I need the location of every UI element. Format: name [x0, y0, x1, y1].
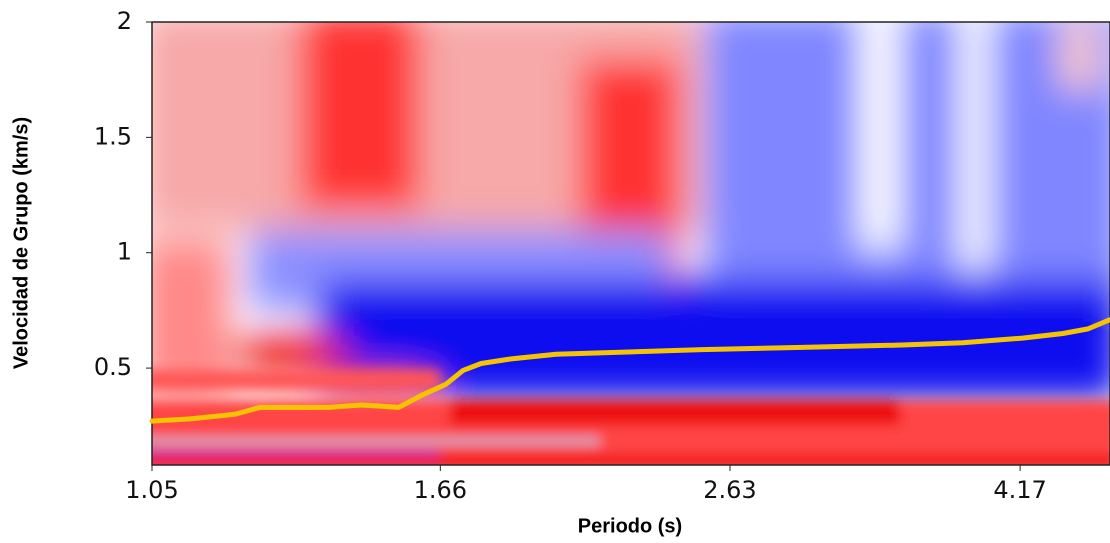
x-tick-label: 1.05 [125, 476, 178, 504]
dispersion-curve [149, 317, 1110, 424]
plot-frame [151, 21, 1110, 466]
x-tick-label: 4.17 [993, 476, 1046, 504]
x-axis-title: Periodo (s) [578, 515, 682, 537]
heatmap [152, 22, 1110, 465]
y-tick-label: 0.5 [94, 353, 132, 381]
y-axis-title: Velocidad de Grupo (km/s) [10, 117, 32, 369]
x-tick-label: 2.63 [703, 476, 756, 504]
y-tick-label: 2 [117, 7, 132, 35]
y-tick-label: 1 [117, 238, 132, 266]
y-tick-label: 1.5 [94, 122, 132, 150]
x-tick-label: 1.66 [414, 476, 467, 504]
